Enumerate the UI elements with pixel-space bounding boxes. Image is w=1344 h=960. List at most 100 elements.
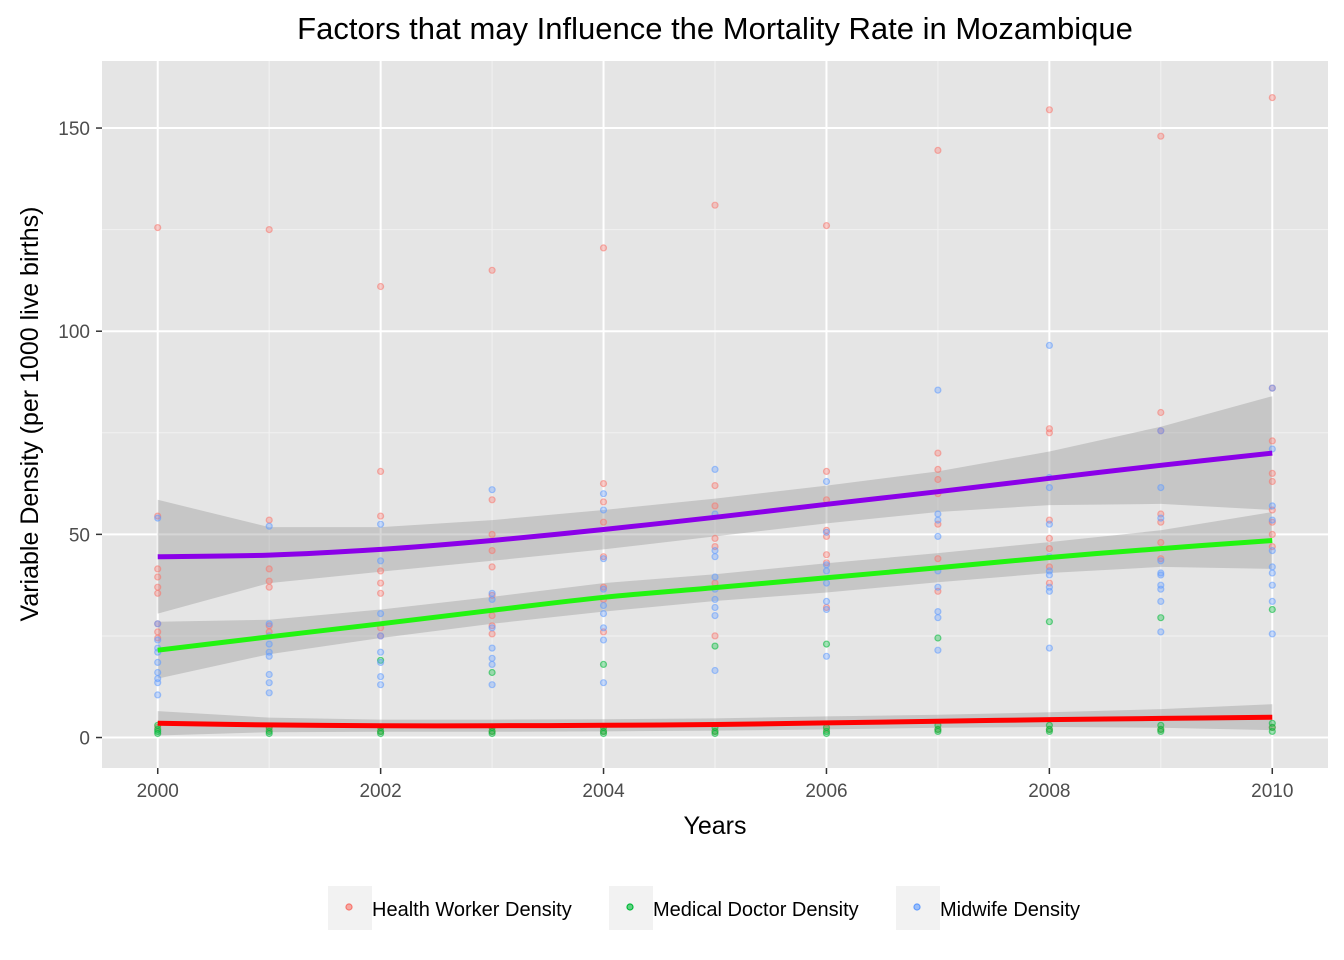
legend-label: Medical Doctor Density bbox=[653, 899, 859, 921]
data-point bbox=[934, 516, 942, 524]
data-point bbox=[599, 498, 608, 506]
data-point bbox=[822, 727, 831, 736]
data-point bbox=[154, 589, 162, 597]
data-point bbox=[599, 583, 608, 591]
data-point bbox=[1045, 571, 1054, 579]
data-point bbox=[822, 477, 831, 486]
data-point bbox=[154, 691, 162, 699]
data-point bbox=[711, 201, 719, 209]
data-point bbox=[377, 579, 385, 587]
data-point bbox=[154, 658, 162, 667]
legend-marker bbox=[345, 903, 353, 911]
data-point bbox=[488, 496, 496, 504]
data-point bbox=[599, 660, 608, 669]
data-point bbox=[1157, 614, 1165, 622]
data-point bbox=[1268, 605, 1276, 614]
data-point bbox=[488, 611, 496, 620]
legend-label: Health Worker Density bbox=[372, 899, 572, 921]
data-point bbox=[154, 224, 162, 232]
data-point bbox=[711, 482, 719, 490]
data-point bbox=[934, 614, 942, 622]
data-point bbox=[934, 386, 942, 394]
data-point bbox=[377, 520, 385, 528]
data-point bbox=[1045, 544, 1054, 553]
x-axis-title: Years bbox=[683, 812, 746, 840]
data-point bbox=[711, 666, 719, 675]
data-point bbox=[377, 589, 385, 597]
data-point bbox=[1268, 516, 1276, 524]
data-point bbox=[488, 595, 496, 604]
data-point bbox=[265, 729, 273, 738]
data-point bbox=[1157, 557, 1165, 565]
data-point bbox=[488, 630, 496, 638]
data-point bbox=[711, 595, 719, 604]
confidence-band bbox=[157, 396, 1273, 614]
data-point bbox=[822, 559, 831, 567]
data-point bbox=[1268, 546, 1276, 555]
x-tick-label: 2006 bbox=[805, 781, 847, 802]
trend-line bbox=[157, 538, 1273, 653]
data-point bbox=[1268, 530, 1276, 539]
legend-label: Midwife Density bbox=[940, 899, 1080, 921]
data-point bbox=[154, 628, 162, 636]
data-point bbox=[599, 480, 608, 488]
data-point bbox=[154, 565, 162, 573]
data-point bbox=[377, 567, 385, 575]
x-tick-label: 2004 bbox=[582, 781, 625, 802]
data-point bbox=[265, 679, 273, 687]
data-point bbox=[377, 729, 385, 738]
data-point bbox=[154, 573, 162, 581]
data-point bbox=[934, 634, 942, 642]
data-point bbox=[822, 579, 831, 587]
data-point bbox=[599, 636, 608, 644]
data-point bbox=[934, 146, 942, 154]
data-point bbox=[154, 583, 162, 591]
data-point bbox=[711, 553, 719, 561]
data-point bbox=[1268, 93, 1276, 102]
data-point bbox=[154, 727, 162, 736]
data-point bbox=[711, 546, 719, 555]
data-point bbox=[265, 689, 273, 697]
x-axis: 2000 2002 2004 2006 2008 2010 bbox=[137, 768, 1293, 802]
data-point bbox=[822, 551, 831, 559]
y-tick-label: 0 bbox=[79, 729, 90, 750]
data-point bbox=[377, 632, 385, 640]
legend-marker bbox=[626, 903, 634, 911]
data-point bbox=[1045, 727, 1054, 736]
data-point bbox=[1268, 597, 1276, 606]
data-point bbox=[1157, 555, 1165, 563]
data-point bbox=[265, 226, 273, 234]
data-point bbox=[265, 620, 273, 628]
y-axis-title: Variable Density (per 1000 live births) bbox=[16, 206, 44, 621]
data-point bbox=[265, 670, 273, 679]
scatter-points bbox=[154, 93, 1276, 738]
data-point bbox=[377, 681, 385, 689]
data-point bbox=[599, 518, 608, 526]
data-point bbox=[599, 601, 608, 610]
data-point bbox=[1045, 725, 1054, 734]
data-point bbox=[934, 532, 942, 541]
data-point bbox=[1157, 727, 1165, 736]
data-point bbox=[1045, 106, 1054, 114]
data-point bbox=[1268, 518, 1276, 526]
data-point bbox=[599, 679, 608, 687]
data-point bbox=[599, 624, 608, 632]
data-point bbox=[154, 636, 162, 644]
data-point bbox=[377, 282, 385, 291]
data-point bbox=[265, 727, 273, 736]
data-point bbox=[711, 465, 719, 473]
x-tick-label: 2010 bbox=[1251, 781, 1293, 802]
data-point bbox=[1268, 445, 1276, 453]
data-point bbox=[1045, 484, 1054, 492]
data-point bbox=[599, 490, 608, 498]
data-point bbox=[1157, 132, 1165, 140]
y-axis: 0 50 100 150 bbox=[58, 119, 102, 750]
data-point bbox=[822, 640, 831, 648]
data-point bbox=[599, 727, 608, 736]
data-point bbox=[822, 605, 831, 614]
data-point bbox=[1268, 563, 1276, 571]
data-point bbox=[488, 530, 496, 539]
data-point bbox=[488, 486, 496, 494]
data-point bbox=[1157, 569, 1165, 577]
data-point bbox=[934, 475, 942, 484]
